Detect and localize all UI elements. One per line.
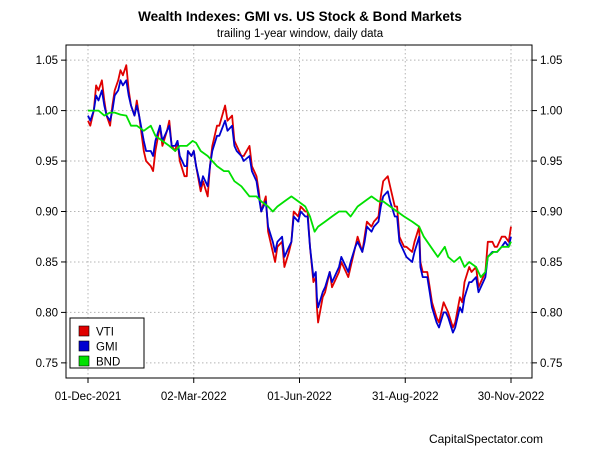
x-tick-label: 31-Aug-2022 [372, 391, 439, 403]
y-tick-label-right: 0.85 [540, 257, 562, 269]
chart-title: Wealth Indexes: GMI vs. US Stock & Bond … [138, 9, 462, 24]
series-line-gmi [87, 79, 512, 334]
legend-label-gmi: GMI [96, 342, 118, 354]
y-tick-label-right: 1.05 [540, 55, 562, 67]
legend: VTI GMI BND [69, 317, 145, 369]
y-tick-label-left: 0.85 [36, 257, 58, 269]
y-tick-label-left: 1.00 [36, 106, 58, 118]
y-tick-label-left: 0.90 [36, 207, 58, 219]
y-tick-label-right: 1.00 [540, 106, 562, 118]
series-line-bnd [88, 109, 512, 279]
y-tick-label-left: 0.75 [36, 358, 58, 370]
y-tick-label-left: 0.95 [36, 156, 58, 168]
legend-label-bnd: BND [96, 357, 120, 369]
y-tick-label-left: 1.05 [36, 55, 58, 67]
y-tick-label-right: 0.80 [540, 307, 562, 319]
legend-label-vti: VTI [96, 327, 114, 339]
x-tick-label: 01-Dec-2021 [55, 391, 121, 403]
y-tick-label-left: 0.80 [36, 307, 58, 319]
legend-swatch-bnd [78, 355, 90, 367]
series-lines [87, 64, 512, 334]
x-tick-label: 01-Jun-2022 [267, 391, 332, 403]
axes: 0.75 0.75 0.80 0.80 0.85 0.85 0.90 0.90 0.95 0.95… [36, 55, 563, 403]
series-line-vti [87, 64, 512, 329]
legend-swatch-gmi [78, 340, 90, 352]
y-tick-label-right: 0.90 [540, 207, 562, 219]
y-tick-label-right: 0.75 [540, 358, 562, 370]
x-tick-label: 30-Nov-2022 [478, 391, 544, 403]
source-credit: CapitalSpectator.com [429, 432, 543, 446]
x-tick-label: 02-Mar-2022 [161, 391, 227, 403]
chart-subtitle: trailing 1-year window, daily data [217, 28, 384, 40]
y-tick-label-right: 0.95 [540, 156, 562, 168]
legend-swatch-vti [78, 325, 90, 337]
